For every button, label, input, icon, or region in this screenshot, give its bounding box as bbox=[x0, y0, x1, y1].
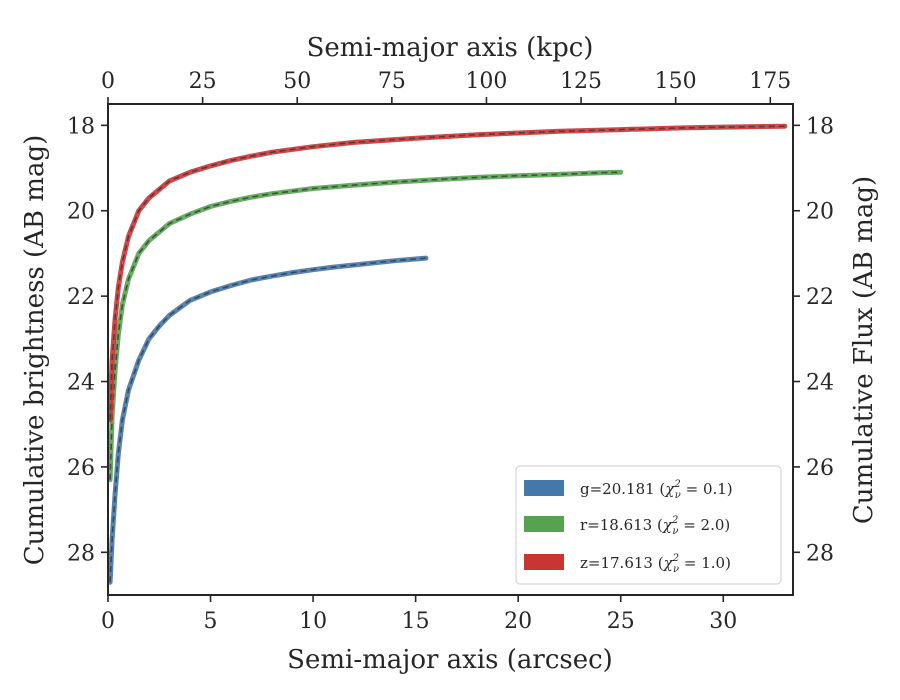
right-y-tick-label: 24 bbox=[806, 371, 834, 396]
x-tick-label: 10 bbox=[299, 609, 327, 634]
right-y-axis-label: Cumulative Flux (AB mag) bbox=[849, 176, 879, 524]
top-x-axis-label: Semi-major axis (kpc) bbox=[307, 33, 594, 63]
top-x-tick-label: 125 bbox=[560, 69, 602, 94]
x-tick-label: 20 bbox=[504, 609, 532, 634]
series-line-r bbox=[107, 169, 624, 483]
top-x-tick-label: 100 bbox=[465, 69, 507, 94]
top-x-tick-label: 0 bbox=[101, 69, 115, 94]
ticks-layer: 0 5 10 15 20 25 30 0 25 50 75 100 125 150 175 18 20 22 24 2… bbox=[67, 69, 834, 634]
y-tick-label: 28 bbox=[67, 541, 95, 566]
y-tick-label: 20 bbox=[67, 200, 95, 225]
legend-swatch-r bbox=[524, 516, 564, 532]
legend-label-r: r=18.613 (χ2 ν = 2.0) bbox=[580, 515, 730, 537]
series-layer bbox=[107, 123, 788, 585]
right-y-tick-label: 22 bbox=[806, 285, 834, 310]
top-x-tick-label: 75 bbox=[378, 69, 406, 94]
right-y-tick-label: 28 bbox=[806, 541, 834, 566]
right-y-tick-label: 18 bbox=[806, 114, 834, 139]
legend-swatch-g bbox=[524, 480, 564, 496]
y-tick-label: 22 bbox=[67, 285, 95, 310]
x-tick-label: 0 bbox=[101, 609, 115, 634]
y-tick-label: 18 bbox=[67, 114, 95, 139]
series-line-g bbox=[107, 255, 429, 585]
legend-frame bbox=[515, 465, 782, 585]
top-x-tick-label: 25 bbox=[189, 69, 217, 94]
model-fit-line-z bbox=[109, 125, 785, 420]
top-x-tick-label: 50 bbox=[283, 69, 311, 94]
legend-label-g: g=20.181 (χ2 ν = 0.1) bbox=[580, 479, 733, 501]
y-axis-label: Cumulative brightness (AB mag) bbox=[20, 135, 50, 566]
plot-frame bbox=[107, 103, 794, 596]
series-line-z bbox=[107, 123, 788, 423]
x-tick-label: 30 bbox=[709, 609, 737, 634]
x-tick-label: 5 bbox=[204, 609, 218, 634]
top-x-tick-label: 150 bbox=[655, 69, 697, 94]
legend-label-z: z=17.613 (χ2 ν = 1.0) bbox=[580, 553, 731, 575]
right-y-tick-label: 26 bbox=[806, 456, 834, 481]
model-fit-line-r bbox=[109, 171, 621, 480]
top-x-tick-label: 175 bbox=[749, 69, 791, 94]
legend-swatch-z bbox=[524, 554, 564, 570]
right-y-tick-label: 20 bbox=[806, 200, 834, 225]
x-axis-label: Semi-major axis (arcsec) bbox=[287, 645, 613, 675]
x-tick-label: 25 bbox=[607, 609, 635, 634]
y-tick-label: 24 bbox=[67, 371, 95, 396]
y-tick-label: 26 bbox=[67, 456, 95, 481]
model-fit-line-g bbox=[109, 257, 426, 583]
x-tick-label: 15 bbox=[402, 609, 430, 634]
legend: g=20.181 (χ2 ν = 0.1) r=18.613 (χ2 ν = 2.0… bbox=[515, 465, 782, 585]
